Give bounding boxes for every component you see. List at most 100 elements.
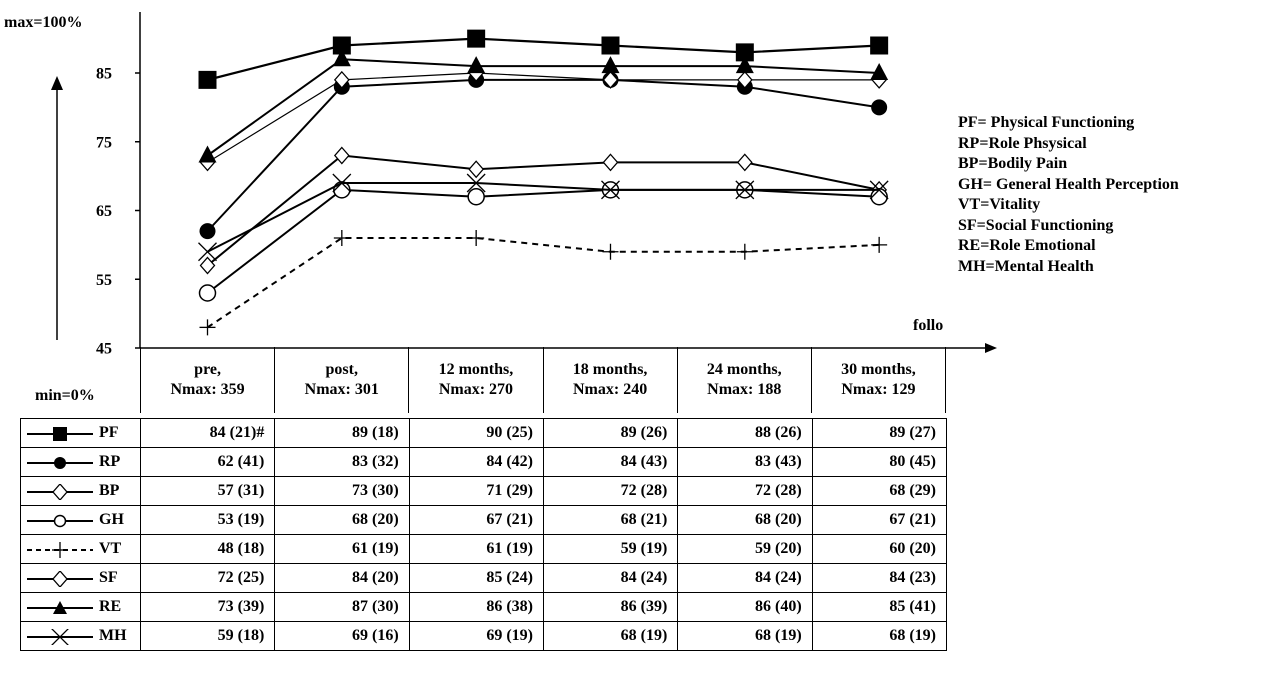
mean-value: 59: [620, 540, 641, 557]
value-cell: 68 (19): [677, 621, 813, 651]
value-cell: 88 (26): [677, 418, 813, 448]
sd-value: (19): [774, 627, 802, 644]
data-point: [53, 601, 67, 614]
value-cell: 86 (39): [542, 592, 679, 622]
mean-value: 68: [352, 511, 372, 528]
value-cell: 84 (20): [274, 563, 410, 593]
mean-value: 68: [620, 627, 641, 644]
sd-value: (20): [909, 540, 936, 557]
legend-marker-icon: [27, 427, 93, 441]
category-label: 12 months,: [438, 361, 514, 378]
data-point: [467, 29, 486, 48]
series-mh: [198, 173, 889, 262]
data-point: [466, 173, 486, 193]
value-cell: 59 (19): [542, 534, 679, 564]
sd-value: (29): [506, 482, 533, 499]
sd-value: (18): [372, 424, 399, 441]
mean-value: 48: [217, 540, 238, 557]
value-cell: 84 (42): [408, 447, 544, 477]
x-b: [51, 629, 69, 645]
sd-value: (42): [506, 453, 533, 470]
value-cell: 68 (20): [677, 505, 813, 535]
category-header: pre, Nmax: 359 post, Nmax: 301 12 months…: [140, 347, 947, 413]
value-cell: 87 (30): [274, 592, 410, 622]
sd-value: (25): [237, 569, 265, 586]
sd-value: (18): [237, 540, 265, 557]
mean-value: 86: [620, 598, 641, 615]
data-point: [199, 256, 216, 275]
mean-value: 53: [217, 511, 238, 528]
value-cell: 86 (38): [408, 592, 544, 622]
sd-value: (20): [774, 511, 802, 528]
table-row: GH 53 (19) 68 (20) 67 (21) 68 (21) 68 (20) 67 …: [20, 505, 947, 535]
y-tick-label: 65: [96, 203, 112, 220]
y-tick-label: 45: [96, 341, 112, 358]
series-abbreviation: PF: [99, 424, 119, 441]
sd-value: (27): [909, 424, 936, 441]
category-30-months: 30 months, Nmax: 129: [812, 347, 947, 413]
value-cell: 61 (19): [274, 534, 410, 564]
value-cell: 68 (21): [542, 505, 679, 535]
data-point: [735, 43, 754, 62]
mean-value: 68: [754, 627, 775, 644]
value-cell: 68 (19): [811, 621, 947, 651]
up-arrow-icon: [51, 76, 63, 90]
mean-value: 85: [889, 598, 910, 615]
data-point: [870, 36, 889, 55]
data-point: [53, 514, 67, 528]
data-point: [198, 70, 217, 89]
mean-value: 61: [486, 540, 507, 557]
row-label-cell: SF: [20, 563, 141, 593]
table-row: PF 84 (21)# 89 (18) 90 (25) 89 (26) 88 (26) 89…: [20, 418, 947, 448]
value-cell: 67 (21): [811, 505, 947, 535]
y-tick-label: 55: [96, 272, 112, 289]
sd-value: (19): [506, 540, 533, 557]
mean-value: 84: [889, 569, 910, 586]
legend-marker-icon: [27, 542, 93, 558]
x-b: [332, 173, 352, 193]
data-point: [736, 70, 753, 89]
sd-value: (24): [640, 569, 668, 586]
x-b: [466, 173, 486, 193]
data-point: [333, 181, 351, 199]
series-vt: [199, 230, 888, 336]
legend-marker-icon: [27, 629, 93, 645]
value-cell: 53 (19): [139, 505, 276, 535]
value-cell: 60 (20): [811, 534, 947, 564]
mean-value: 72: [620, 482, 641, 499]
y-tick-label: 85: [96, 66, 112, 83]
sd-value: (25): [506, 424, 533, 441]
x-b: [601, 180, 620, 200]
mean-value: 68: [754, 511, 775, 528]
sd-value: (16): [372, 627, 399, 644]
sd-value: (41): [237, 453, 265, 470]
series-line: [206, 154, 880, 267]
data-point: [198, 242, 217, 262]
sd-value: (39): [640, 598, 668, 615]
value-cell: 67 (21): [408, 505, 544, 535]
category-n: Nmax: 188: [707, 381, 782, 398]
data-point: [199, 319, 216, 336]
sd-value: (20): [372, 569, 399, 586]
sd-value: (43): [640, 453, 668, 470]
value-cell: 68 (19): [542, 621, 679, 651]
series-abbreviation: MH: [99, 627, 127, 644]
value-cell: 84 (24): [677, 563, 813, 593]
sd-value: (19): [506, 627, 533, 644]
mean-value: 67: [889, 511, 910, 528]
mean-value: 73: [352, 482, 372, 499]
mean-value: 84: [620, 453, 641, 470]
mean-value: 68: [620, 511, 641, 528]
series-abbreviation: GH: [99, 511, 124, 528]
mean-value: 80: [889, 453, 910, 470]
table-row: RE 73 (39) 87 (30) 86 (38) 86 (39) 86 (40) 85 …: [20, 592, 947, 622]
sd-value: (21)#: [229, 424, 265, 441]
series-line: [207, 182, 880, 253]
value-cell: 84 (23): [811, 563, 947, 593]
data-point: [332, 173, 352, 193]
legend: PF= Physical Functioning RP=Role Phsysic…: [958, 113, 1179, 277]
value-cell: 73 (30): [274, 476, 410, 506]
data-point: [602, 70, 619, 89]
legend-marker-icon: [27, 571, 93, 587]
